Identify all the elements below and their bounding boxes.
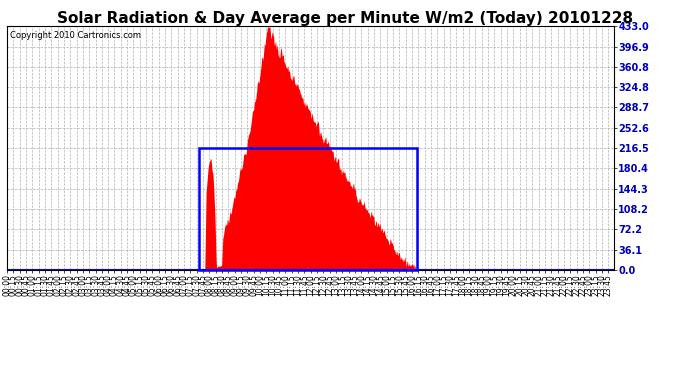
Text: Solar Radiation & Day Average per Minute W/m2 (Today) 20101228: Solar Radiation & Day Average per Minute… — [57, 11, 633, 26]
Text: Copyright 2010 Cartronics.com: Copyright 2010 Cartronics.com — [10, 31, 141, 40]
Bar — [199, 148, 417, 270]
